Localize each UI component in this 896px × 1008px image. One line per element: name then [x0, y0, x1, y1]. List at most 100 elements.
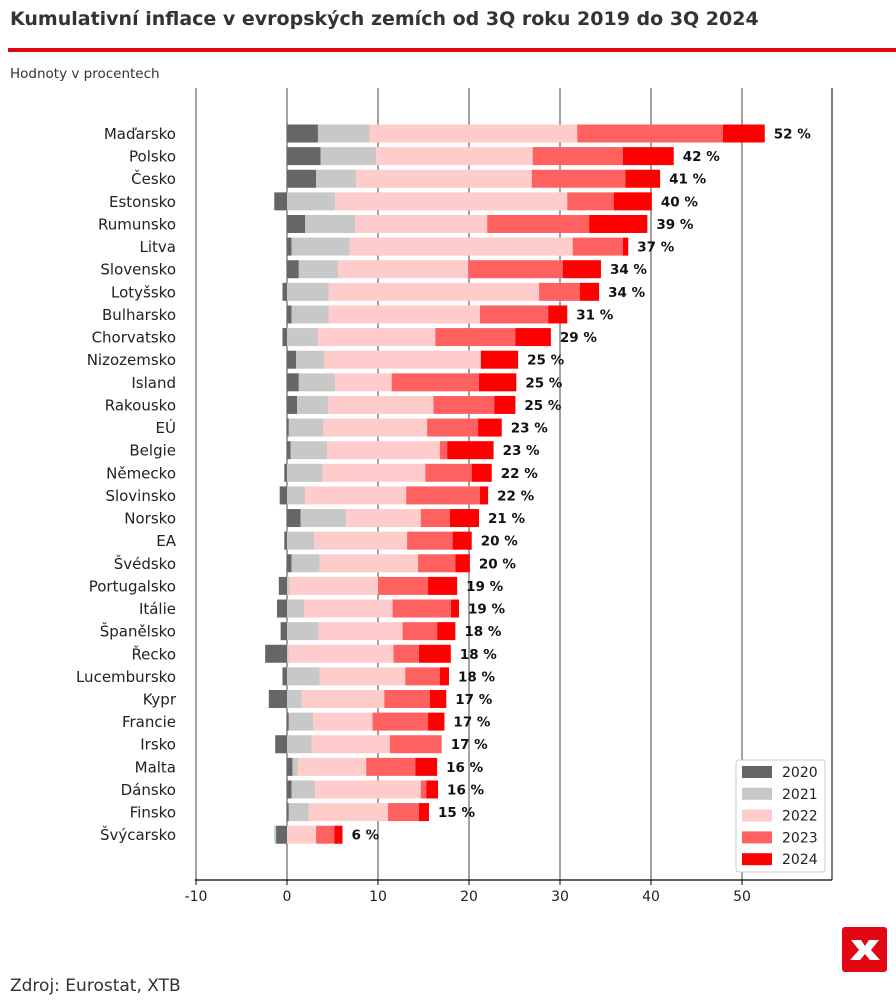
bar-segment	[562, 260, 601, 279]
legend-swatch	[742, 787, 772, 800]
category-label: Malta	[135, 758, 176, 776]
bar-segment	[287, 757, 293, 776]
bar-segment	[316, 169, 357, 188]
bar-segment	[298, 260, 338, 279]
category-label: Irsko	[140, 736, 176, 754]
legend-swatch	[742, 809, 772, 822]
total-label: 18 %	[464, 624, 501, 640]
bar-segment	[317, 124, 370, 143]
bar-segment	[567, 192, 614, 211]
bar-segment	[335, 373, 392, 392]
stacked-bar-chart: -10 0 10 20 30 40 50 Maďarsko 52 % Polsko 42 % Česk…	[76, 88, 833, 905]
bar-segment	[449, 509, 480, 528]
bar-segment	[314, 531, 408, 550]
total-label: 23 %	[511, 421, 548, 437]
bar-segment	[282, 282, 287, 301]
bar-segment	[291, 305, 329, 324]
total-label: 15 %	[438, 805, 475, 821]
total-label: 21 %	[488, 511, 525, 527]
bar-segment	[287, 192, 336, 211]
category-label: Portugalsko	[89, 577, 176, 595]
chart-title: Kumulativní inflace v evropských zemích …	[10, 8, 759, 30]
bar-segment	[287, 712, 289, 731]
total-label: 18 %	[458, 669, 495, 685]
bar-segment	[287, 237, 292, 256]
category-label: Německo	[106, 464, 176, 482]
bar-segment	[415, 757, 438, 776]
bar-segment	[378, 576, 429, 595]
legend-label: 2023	[782, 830, 818, 846]
bar-segment	[287, 305, 292, 324]
category-label: Litva	[140, 238, 176, 256]
xtb-x-logo-icon	[842, 927, 887, 972]
category-label: Švýcarsko	[100, 825, 176, 844]
bar-segment	[407, 531, 453, 550]
bar-segment	[393, 644, 419, 663]
bar-segment	[265, 644, 287, 663]
category-label: EA	[156, 532, 176, 550]
bar-segment	[515, 328, 551, 347]
xtb-logo	[842, 927, 887, 972]
bar-segment	[287, 554, 292, 573]
category-label: Itálie	[139, 600, 176, 618]
bar-segment	[480, 350, 519, 369]
total-label: 17 %	[455, 692, 492, 708]
bar-segment	[317, 328, 436, 347]
bar-segment	[349, 237, 573, 256]
bar-segment	[487, 214, 590, 233]
title-divider	[8, 48, 896, 52]
bar-segment	[320, 147, 377, 166]
total-label: 25 %	[524, 398, 561, 414]
bar-segment	[278, 576, 287, 595]
bar-segment	[532, 147, 623, 166]
bar-segment	[433, 395, 495, 414]
bar-segment	[548, 305, 568, 324]
bar-segment	[369, 124, 578, 143]
category-label: Švédsko	[114, 554, 176, 573]
bar-segment	[322, 463, 426, 482]
legend-swatch	[742, 853, 772, 866]
bar-segment	[287, 441, 291, 460]
bar-segment	[425, 463, 472, 482]
bar-segment	[346, 509, 421, 528]
bar-segment	[287, 328, 318, 347]
bar-segment	[287, 350, 297, 369]
bar-segment	[287, 803, 289, 822]
total-label: 16 %	[447, 782, 484, 798]
total-label: 20 %	[479, 556, 516, 572]
bar-segment	[471, 463, 492, 482]
bar-segment	[291, 554, 320, 573]
bar-segment	[287, 486, 306, 505]
bar-segment	[539, 282, 581, 301]
legend-label: 2020	[782, 765, 818, 781]
total-label: 34 %	[608, 285, 645, 301]
category-label: Lucembursko	[76, 668, 176, 686]
x-tick-label: 10	[369, 889, 387, 905]
category-label: Nizozemsko	[87, 351, 176, 369]
bar-segment	[366, 757, 416, 776]
bar-segment	[275, 735, 287, 754]
bar-segment	[313, 712, 373, 731]
bar-segment	[287, 825, 317, 844]
bar-segment	[572, 237, 623, 256]
bar-segment	[324, 350, 481, 369]
total-label: 25 %	[525, 375, 562, 391]
total-label: 31 %	[576, 307, 613, 323]
category-label: Island	[131, 374, 176, 392]
bar-segment	[420, 780, 427, 799]
x-tick-label: -10	[185, 889, 208, 905]
bar-segment	[287, 531, 315, 550]
total-label: 22 %	[497, 488, 534, 504]
bar-segment	[296, 350, 325, 369]
category-label: Maďarsko	[104, 125, 176, 143]
bar-segment	[287, 509, 301, 528]
total-label: 37 %	[637, 240, 674, 256]
bar-segment	[426, 780, 439, 799]
bar-segment	[291, 237, 350, 256]
bar-segment	[447, 441, 494, 460]
total-label: 19 %	[466, 579, 503, 595]
category-label: Bulharsko	[102, 306, 176, 324]
bar-segment	[391, 373, 480, 392]
bar-segment	[298, 373, 336, 392]
x-tick-label: 20	[460, 889, 478, 905]
